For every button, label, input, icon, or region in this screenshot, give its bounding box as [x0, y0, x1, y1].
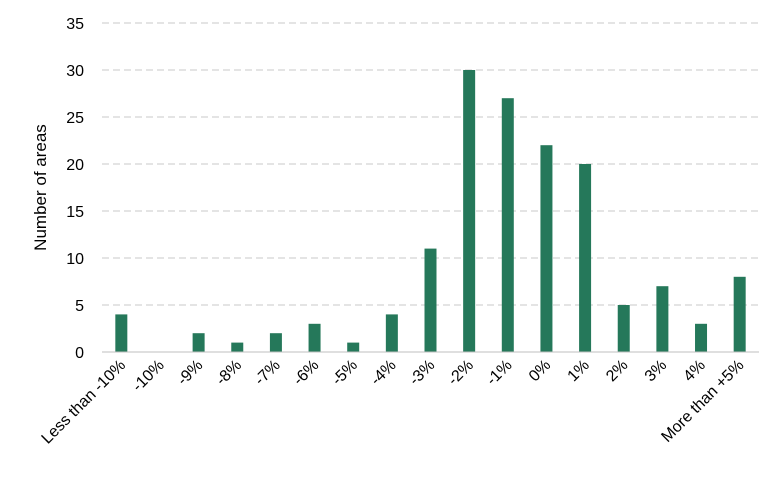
bar — [308, 323, 321, 352]
bar — [501, 98, 514, 352]
x-tick-label: Less than -10% — [39, 357, 130, 448]
bar — [695, 323, 708, 352]
x-tick-label: -3% — [406, 357, 438, 389]
x-tick-label: 4% — [680, 357, 708, 385]
x-tick-label: -2% — [445, 357, 477, 389]
x-tick-label: -4% — [368, 357, 400, 389]
x-tick-label: -8% — [213, 357, 245, 389]
bar — [347, 342, 360, 352]
bar — [617, 305, 630, 352]
bar — [231, 342, 244, 352]
y-tick-label: 15 — [66, 204, 84, 221]
x-tick-label: -1% — [483, 357, 515, 389]
y-axis-title: Number of areas — [31, 124, 50, 251]
x-tick-labels: Less than -10% -10% -9% -8% -7% -6% -5% -4% -3% -… — [39, 357, 748, 448]
x-tick-label: 0% — [526, 357, 554, 385]
x-tick-label: -5% — [329, 357, 361, 389]
bar — [192, 333, 205, 352]
x-tick-label: -6% — [290, 357, 322, 389]
bars — [115, 70, 746, 352]
y-tick-label: 0 — [75, 345, 84, 362]
x-tick-label: -7% — [252, 357, 284, 389]
y-tick-label: 20 — [66, 157, 84, 174]
bar — [656, 286, 669, 352]
y-tick-labels: 0 5 10 15 20 25 30 35 — [66, 16, 84, 362]
bar — [579, 164, 592, 352]
y-tick-label: 25 — [66, 110, 84, 127]
x-tick-label: 1% — [565, 357, 593, 385]
bar — [115, 314, 128, 352]
x-tick-label: 2% — [603, 357, 631, 385]
y-tick-label: 35 — [66, 16, 84, 33]
y-tick-label: 30 — [66, 63, 84, 80]
y-tick-label: 10 — [66, 251, 84, 268]
bar — [463, 70, 476, 352]
x-tick-label: -10% — [129, 357, 167, 395]
bar — [424, 248, 437, 352]
bar — [269, 333, 282, 352]
y-tick-label: 5 — [75, 298, 84, 315]
bar — [733, 276, 746, 352]
bar — [385, 314, 398, 352]
x-tick-label: -9% — [174, 357, 206, 389]
bar — [540, 145, 553, 352]
x-tick-label: 3% — [642, 357, 670, 385]
